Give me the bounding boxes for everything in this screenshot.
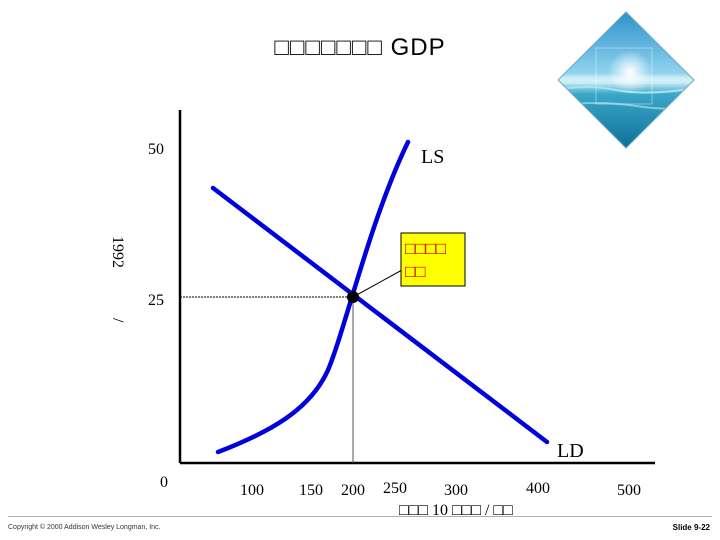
x-axis-label: □□□ 10 □□□ / □□ (399, 502, 513, 519)
y-tick-label: 25 (148, 292, 164, 309)
x-tick-label: 150 (299, 482, 323, 499)
callout-text-line2: □□ (405, 262, 426, 281)
slide-title: □□□□□□□ GDP (274, 34, 446, 61)
y-tick-label: 0 (160, 474, 168, 491)
slide-number: Slide 9-22 (672, 523, 710, 532)
x-tick-label: 200 (341, 482, 365, 499)
equilibrium-callout-box (400, 232, 466, 287)
supply-curve-label: LS (421, 146, 444, 168)
y-axis-label-slash: / (109, 318, 126, 323)
y-tick-label: 50 (148, 141, 164, 158)
x-tick-label: 400 (526, 480, 550, 497)
x-tick-label: 250 (383, 480, 407, 497)
equilibrium-point (347, 291, 359, 303)
labor-demand-curve (210, 185, 550, 445)
callout-text-line1: □□□□ (405, 239, 446, 258)
y-axis-label-year: 1992 (109, 236, 126, 268)
ocean-photo-diamond-image (557, 11, 695, 149)
x-tick-label: 500 (617, 482, 641, 499)
x-tick-label: 100 (240, 482, 264, 499)
labor-supply-curve (215, 139, 411, 455)
x-tick-label: 300 (444, 482, 468, 499)
copyright-text: Copyright © 2000 Addison Wesley Longman,… (8, 524, 161, 531)
footer-divider (8, 516, 712, 517)
demand-curve-label: LD (557, 440, 584, 462)
callout-leader-line (352, 269, 403, 298)
